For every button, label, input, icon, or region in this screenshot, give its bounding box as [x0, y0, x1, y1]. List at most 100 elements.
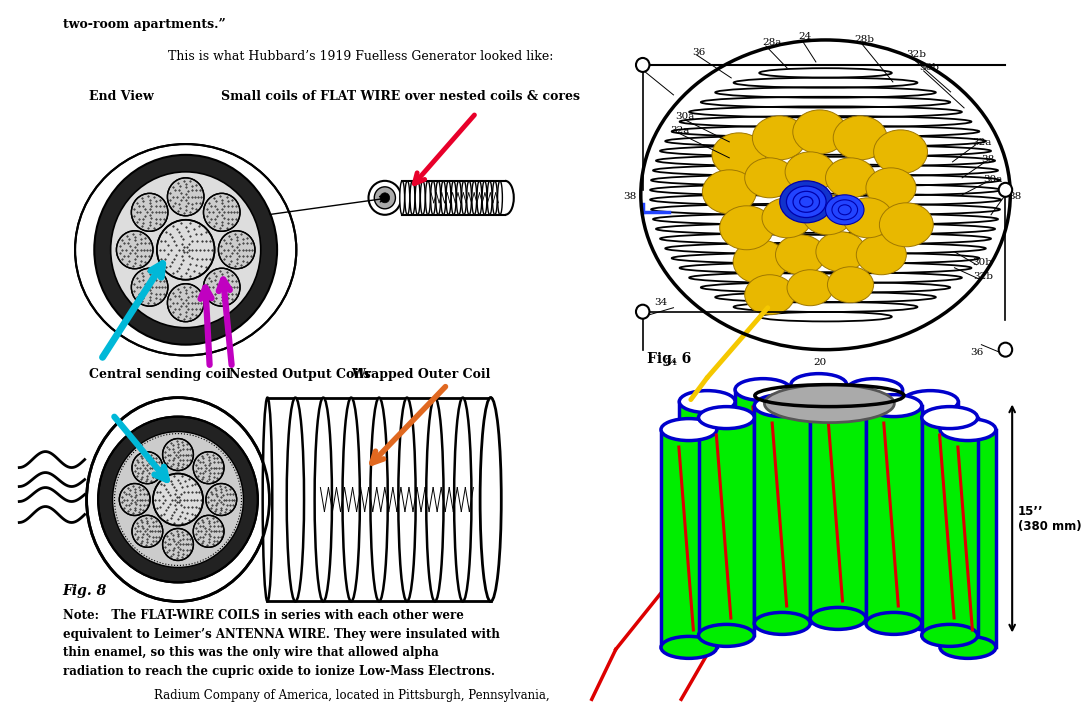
- Ellipse shape: [799, 279, 822, 297]
- Ellipse shape: [857, 235, 907, 275]
- Circle shape: [132, 268, 167, 306]
- Ellipse shape: [848, 202, 888, 234]
- Circle shape: [636, 58, 649, 72]
- Ellipse shape: [730, 215, 763, 241]
- Text: Small coils of FLAT WIRE over nested coils & cores: Small coils of FLAT WIRE over nested coi…: [222, 90, 580, 103]
- Ellipse shape: [712, 133, 766, 176]
- Circle shape: [111, 172, 261, 328]
- Ellipse shape: [75, 144, 297, 355]
- Text: 15’’
(380 mm): 15’’ (380 mm): [1017, 505, 1082, 532]
- Ellipse shape: [787, 270, 834, 306]
- Ellipse shape: [890, 143, 911, 161]
- Ellipse shape: [854, 133, 865, 143]
- Ellipse shape: [795, 250, 807, 260]
- Text: 28a: 28a: [762, 38, 782, 47]
- Text: 38: 38: [1009, 192, 1022, 201]
- Circle shape: [153, 474, 203, 525]
- Ellipse shape: [885, 138, 916, 165]
- Ellipse shape: [791, 592, 847, 614]
- Ellipse shape: [785, 152, 835, 192]
- Circle shape: [113, 431, 243, 568]
- Ellipse shape: [679, 390, 735, 412]
- Ellipse shape: [750, 162, 790, 194]
- Ellipse shape: [720, 206, 774, 250]
- Circle shape: [380, 193, 389, 203]
- Ellipse shape: [751, 280, 788, 310]
- Ellipse shape: [498, 181, 502, 215]
- Ellipse shape: [754, 166, 785, 190]
- Ellipse shape: [863, 214, 873, 222]
- Ellipse shape: [805, 168, 815, 176]
- Text: Wrapped Outer Coil: Wrapped Outer Coil: [351, 368, 490, 381]
- Ellipse shape: [879, 203, 934, 247]
- Ellipse shape: [492, 181, 497, 215]
- Ellipse shape: [641, 40, 1010, 349]
- Text: 38: 38: [982, 155, 995, 164]
- Ellipse shape: [772, 206, 802, 229]
- Ellipse shape: [794, 191, 820, 213]
- Ellipse shape: [810, 390, 866, 412]
- Ellipse shape: [457, 181, 461, 215]
- Ellipse shape: [723, 142, 755, 168]
- Ellipse shape: [764, 385, 895, 423]
- Ellipse shape: [840, 170, 861, 186]
- Ellipse shape: [830, 162, 871, 194]
- Ellipse shape: [430, 181, 436, 215]
- Circle shape: [163, 529, 193, 561]
- Ellipse shape: [798, 114, 841, 150]
- Circle shape: [167, 178, 204, 216]
- Circle shape: [167, 284, 204, 322]
- Ellipse shape: [477, 181, 482, 215]
- Text: 28b: 28b: [854, 35, 874, 44]
- Circle shape: [116, 231, 153, 269]
- Circle shape: [999, 342, 1012, 357]
- Circle shape: [132, 452, 163, 484]
- Ellipse shape: [287, 397, 304, 602]
- Ellipse shape: [866, 168, 916, 208]
- Ellipse shape: [441, 181, 446, 215]
- Ellipse shape: [775, 235, 825, 275]
- Ellipse shape: [803, 119, 836, 145]
- Ellipse shape: [800, 164, 820, 180]
- Text: 32b: 32b: [907, 50, 926, 59]
- Ellipse shape: [809, 123, 830, 140]
- Bar: [735, 390, 791, 607]
- Ellipse shape: [834, 271, 867, 298]
- Circle shape: [157, 220, 214, 280]
- Ellipse shape: [808, 199, 848, 231]
- Ellipse shape: [874, 130, 927, 174]
- Ellipse shape: [725, 210, 769, 246]
- Bar: [679, 402, 735, 619]
- Bar: [661, 429, 716, 647]
- Ellipse shape: [844, 125, 876, 151]
- Ellipse shape: [922, 624, 977, 647]
- Ellipse shape: [462, 181, 466, 215]
- Ellipse shape: [753, 256, 766, 268]
- Ellipse shape: [702, 170, 757, 214]
- Ellipse shape: [814, 128, 825, 136]
- Ellipse shape: [847, 378, 902, 400]
- Ellipse shape: [816, 232, 866, 272]
- Bar: [847, 390, 902, 607]
- Ellipse shape: [802, 195, 852, 235]
- Circle shape: [193, 515, 224, 547]
- Ellipse shape: [728, 146, 750, 164]
- Text: Central sending coil: Central sending coil: [88, 368, 230, 381]
- Ellipse shape: [661, 636, 716, 659]
- Ellipse shape: [779, 181, 833, 223]
- Ellipse shape: [902, 390, 959, 412]
- Text: Fig. 8: Fig. 8: [63, 585, 107, 599]
- Ellipse shape: [752, 116, 807, 160]
- Ellipse shape: [886, 184, 896, 192]
- Text: Fig. 6: Fig. 6: [647, 352, 691, 366]
- Ellipse shape: [800, 196, 813, 207]
- Ellipse shape: [480, 397, 501, 602]
- Ellipse shape: [767, 202, 807, 234]
- Ellipse shape: [838, 205, 851, 215]
- Ellipse shape: [741, 223, 752, 232]
- Ellipse shape: [940, 419, 996, 441]
- Ellipse shape: [436, 181, 440, 215]
- Ellipse shape: [792, 274, 827, 301]
- Ellipse shape: [400, 181, 404, 215]
- Ellipse shape: [735, 378, 791, 400]
